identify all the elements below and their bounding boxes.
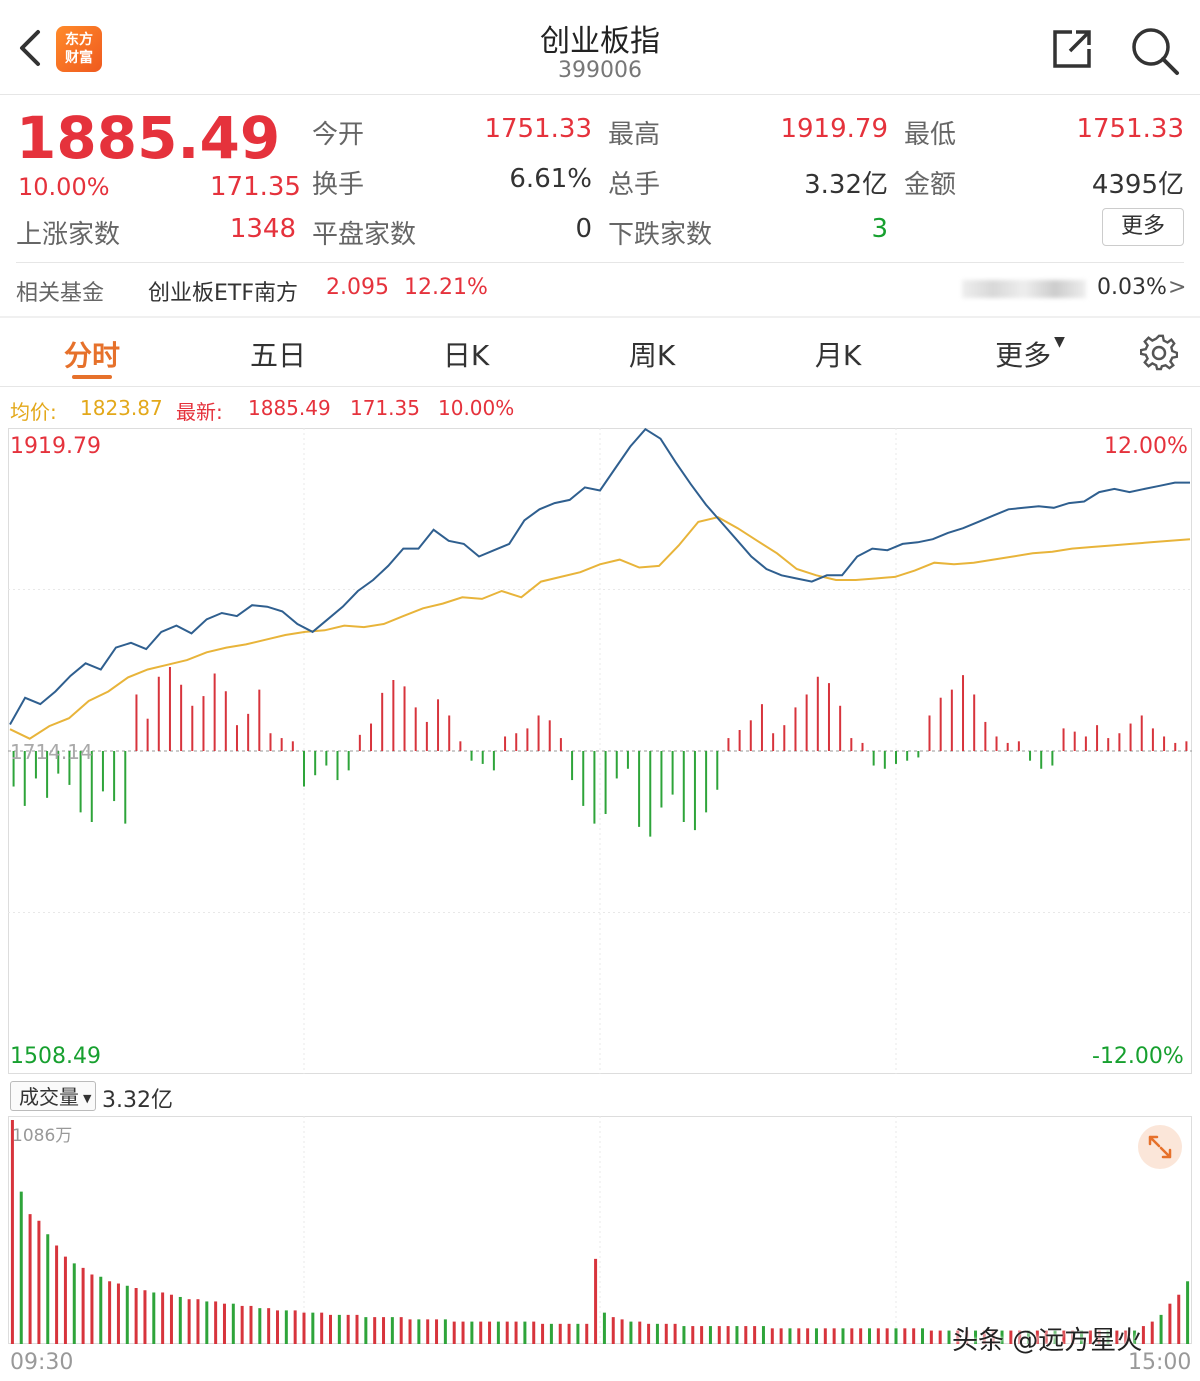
change-percent: 10.00% <box>18 173 110 201</box>
tab-more[interactable]: 更多 ▼ <box>995 334 1065 372</box>
latest-change: 171.35 <box>350 396 420 420</box>
stat-value-low: 1751.33 <box>1076 114 1184 144</box>
watermark-text: 头条 @远方星火 <box>952 1326 1143 1356</box>
tab-active-indicator <box>72 375 112 379</box>
average-price-line <box>9 516 1191 740</box>
time-end-label: 15:00 <box>1128 1350 1192 1375</box>
page-title: 创业板指 <box>540 24 660 59</box>
stat-label-decliners: 下跌家数 <box>608 220 713 250</box>
current-price: 1885.49 <box>16 104 281 172</box>
stat-label-unchanged: 平盘家数 <box>312 220 417 250</box>
expand-chart-button[interactable] <box>1138 1125 1182 1169</box>
stat-value-turnover: 6.61% <box>509 164 592 194</box>
stat-value-amount: 4395亿 <box>1091 170 1184 200</box>
blurred-fund-name <box>962 280 1086 298</box>
stat-value-high: 1919.79 <box>780 114 888 144</box>
tab-intraday[interactable]: 分时 <box>63 339 120 372</box>
search-icon[interactable] <box>1128 24 1180 80</box>
back-icon[interactable] <box>14 28 44 68</box>
stock-code: 399006 <box>558 58 642 83</box>
time-start-label: 09:30 <box>10 1350 74 1375</box>
y-axis-mid-label: 1714.14 <box>10 740 93 764</box>
related-fund-percent: 12.21% <box>404 275 488 300</box>
settings-gear-icon[interactable] <box>1139 333 1179 375</box>
y-axis-min-label: 1508.49 <box>10 1044 101 1069</box>
y-axis-min-percent: -12.00% <box>1092 1044 1184 1069</box>
stat-label-advancers: 上涨家数 <box>16 220 121 250</box>
avg-price-value: 1823.87 <box>80 396 163 420</box>
volume-frame <box>8 1116 1192 1344</box>
volume-total: 3.32亿 <box>102 1088 173 1113</box>
caret-down-icon: ▼ <box>83 1091 92 1105</box>
stat-value-volume: 3.32亿 <box>804 170 888 200</box>
chevron-right-icon[interactable]: > <box>1168 275 1187 300</box>
price-line <box>9 428 1190 725</box>
more-stats-button[interactable]: 更多 <box>1102 208 1184 246</box>
volume-chart[interactable] <box>8 1116 1192 1344</box>
avg-price-label: 均价: <box>10 400 57 424</box>
stat-value-open: 1751.33 <box>484 114 592 144</box>
caret-down-icon: ▼ <box>1054 334 1065 350</box>
related-fund-price: 2.095 <box>326 275 389 300</box>
stat-value-advancers: 1348 <box>229 214 296 244</box>
tab-weekly-k[interactable]: 周K <box>628 339 676 372</box>
stat-label-amount: 金额 <box>904 170 957 200</box>
related-fund-label: 相关基金 <box>16 281 105 306</box>
related-fund-name[interactable]: 创业板ETF南方 <box>148 281 298 306</box>
stat-label-low: 最低 <box>904 120 957 150</box>
y-axis-max-percent: 12.00% <box>1104 434 1188 459</box>
latest-label: 最新: <box>176 400 223 424</box>
stat-label-open: 今开 <box>312 120 365 150</box>
latest-value: 1885.49 <box>248 396 331 420</box>
stat-label-high: 最高 <box>608 120 661 150</box>
tab-daily-k[interactable]: 日K <box>442 339 490 372</box>
volume-max-label: 1086万 <box>12 1126 73 1146</box>
tab-monthly-k[interactable]: 月K <box>814 339 862 372</box>
indicator-select[interactable]: 成交量 ▼ <box>10 1081 96 1111</box>
related-fund-right-value: 0.03% <box>1097 275 1167 300</box>
app-logo: 东方财富 <box>56 26 102 72</box>
stat-value-unchanged: 0 <box>575 214 592 244</box>
stat-value-decliners: 3 <box>871 214 888 244</box>
tab-five-day[interactable]: 五日 <box>249 339 306 372</box>
chart-frame <box>8 428 1192 1074</box>
latest-percent: 10.00% <box>438 396 515 420</box>
share-icon[interactable] <box>1050 27 1094 75</box>
stat-label-volume: 总手 <box>608 170 661 200</box>
intraday-price-chart[interactable] <box>8 428 1192 1074</box>
y-axis-max-label: 1919.79 <box>10 434 101 459</box>
stat-label-turnover: 换手 <box>312 170 365 200</box>
change-amount: 171.35 <box>210 172 301 202</box>
